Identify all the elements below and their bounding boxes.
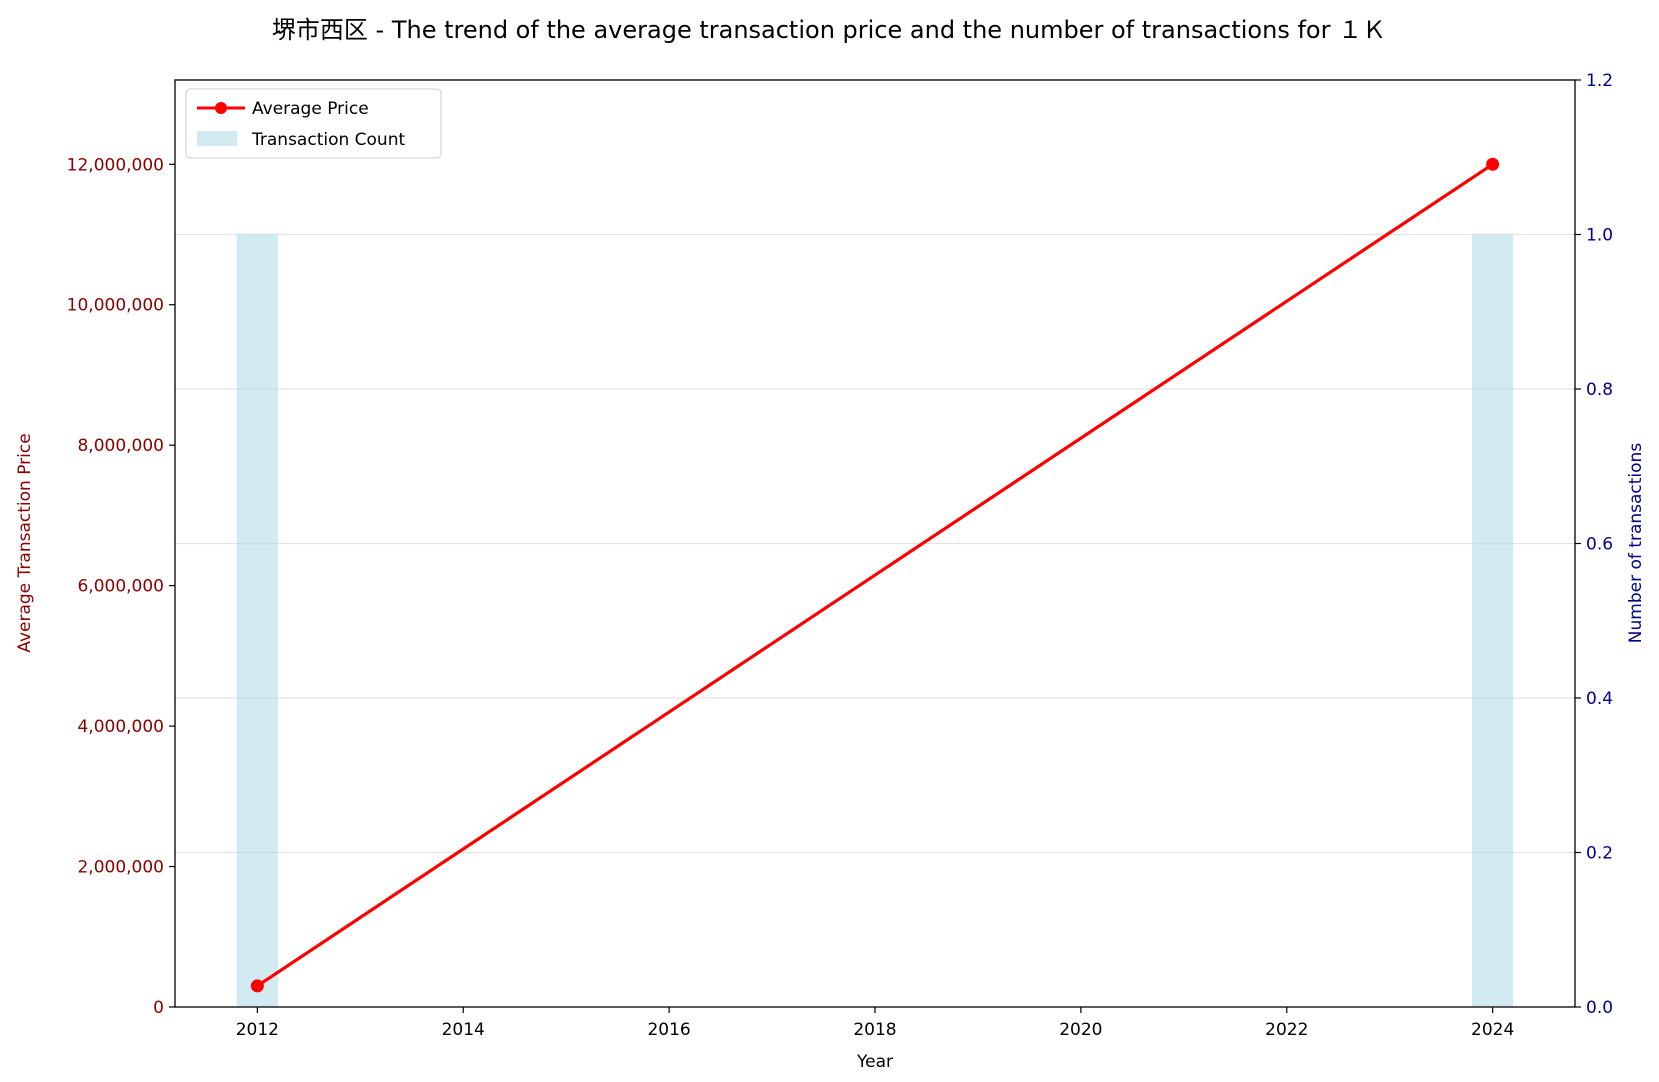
line-series-average-price — [250, 157, 1500, 993]
x-tick-label-1: 2014 — [442, 1020, 485, 1040]
left-tick-label-5: 10,000,000 — [67, 296, 164, 316]
x-tick-label-4: 2020 — [1059, 1020, 1102, 1040]
chart-title: 堺市西区 - The trend of the average transact… — [272, 16, 1386, 44]
left-tick-label-2: 4,000,000 — [77, 717, 164, 737]
bar-series-transaction-count — [236, 234, 1514, 1007]
legend: Average Price Transaction Count — [185, 88, 442, 159]
right-tick-label-0: 0.0 — [1586, 998, 1613, 1018]
right-tick-label-4: 0.8 — [1586, 380, 1613, 400]
x-tick-label-3: 2018 — [853, 1020, 896, 1040]
legend-bar-swatch — [197, 131, 237, 146]
grid-lines — [175, 79, 1575, 854]
right-tick-label-2: 0.4 — [1586, 689, 1613, 709]
x-tick-label-6: 2024 — [1471, 1020, 1514, 1040]
y-axis-right-label: Number of transactions — [1626, 443, 1646, 644]
right-tick-label-1: 0.2 — [1586, 844, 1613, 864]
bar-2024 — [1472, 234, 1514, 1007]
right-tick-label-3: 0.6 — [1586, 535, 1613, 555]
legend-label-transaction-count: Transaction Count — [251, 130, 405, 150]
left-tick-label-4: 8,000,000 — [77, 436, 164, 456]
y-axis-left-label: Average Transaction Price — [15, 433, 35, 652]
price-point-2012 — [250, 979, 264, 993]
x-axis-ticks: 2012 2014 2016 2018 2020 2022 2024 — [236, 1007, 1514, 1040]
right-tick-label-6: 1.2 — [1586, 71, 1613, 91]
price-point-2024 — [1486, 157, 1500, 171]
x-tick-label-0: 2012 — [236, 1020, 279, 1040]
price-line — [256, 162, 1494, 988]
legend-box — [185, 88, 442, 159]
left-tick-label-3: 6,000,000 — [77, 577, 164, 597]
x-axis-label: Year — [856, 1052, 893, 1072]
left-tick-label-6: 12,000,000 — [67, 155, 164, 175]
right-tick-label-5: 1.0 — [1586, 226, 1613, 246]
right-axis-ticks: 0.0 0.2 0.4 0.6 0.8 1.0 1.2 — [1575, 71, 1613, 1018]
legend-marker-swatch — [215, 102, 227, 114]
left-axis-ticks: 0 2,000,000 4,000,000 6,000,000 8,000,000 10,… — [67, 155, 175, 1018]
left-tick-label-1: 2,000,000 — [77, 858, 164, 878]
x-tick-label-5: 2022 — [1265, 1020, 1308, 1040]
legend-label-average-price: Average Price — [252, 99, 369, 119]
x-tick-label-2: 2016 — [647, 1020, 690, 1040]
left-tick-label-0: 0 — [153, 998, 164, 1018]
bar-2012 — [236, 234, 278, 1007]
